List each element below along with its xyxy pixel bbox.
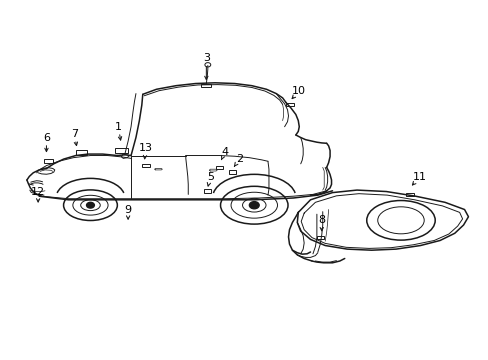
Circle shape — [249, 202, 259, 209]
Text: 8: 8 — [318, 215, 325, 225]
FancyBboxPatch shape — [216, 166, 223, 169]
Text: 11: 11 — [412, 172, 426, 182]
Circle shape — [86, 202, 94, 208]
Text: 10: 10 — [292, 86, 305, 96]
FancyBboxPatch shape — [285, 103, 293, 106]
FancyBboxPatch shape — [228, 170, 235, 174]
Text: 1: 1 — [115, 122, 122, 132]
FancyBboxPatch shape — [316, 236, 323, 239]
FancyBboxPatch shape — [115, 148, 127, 153]
FancyBboxPatch shape — [142, 164, 149, 167]
Text: 3: 3 — [203, 53, 209, 63]
FancyBboxPatch shape — [76, 150, 86, 155]
FancyBboxPatch shape — [201, 84, 211, 87]
Text: 7: 7 — [71, 129, 78, 139]
Text: 6: 6 — [43, 132, 50, 143]
Text: 2: 2 — [236, 154, 243, 164]
Text: 13: 13 — [139, 143, 152, 153]
Text: 5: 5 — [206, 172, 213, 182]
Text: 4: 4 — [221, 147, 228, 157]
FancyBboxPatch shape — [204, 189, 211, 193]
FancyBboxPatch shape — [405, 193, 413, 196]
FancyBboxPatch shape — [44, 159, 53, 163]
Text: 9: 9 — [124, 204, 131, 215]
Text: 12: 12 — [31, 186, 45, 197]
